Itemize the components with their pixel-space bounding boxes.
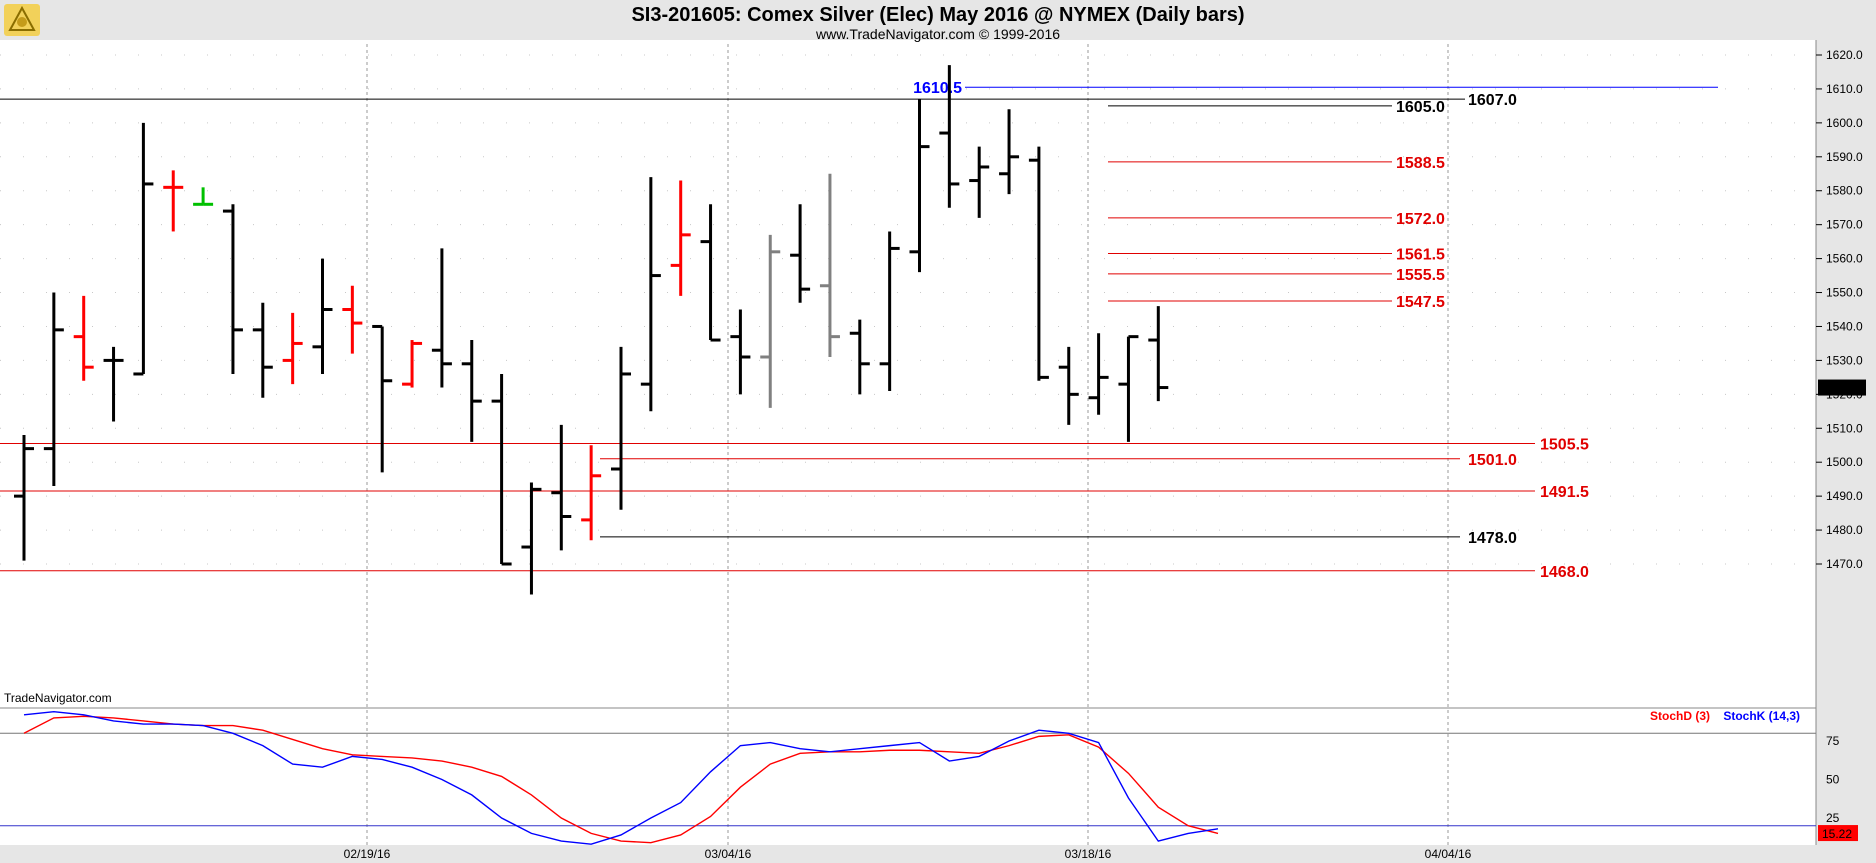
ohlc-bar xyxy=(790,204,811,303)
level-label: 1572.0 xyxy=(1396,211,1445,228)
ohlc-bar xyxy=(909,99,930,273)
legend-stochk: StochK (14,3) xyxy=(1723,709,1800,723)
price-tick-label: 1530.0 xyxy=(1826,353,1863,367)
ohlc-bar xyxy=(372,324,393,473)
ohlc-bar xyxy=(461,340,482,442)
price-panel-background xyxy=(0,44,1816,708)
ohlc-bar xyxy=(551,424,572,551)
chart-subtitle: www.TradeNavigator.com © 1999-2016 xyxy=(815,26,1060,42)
last-price-label: 1522.0 xyxy=(1822,382,1859,396)
ohlc-bar xyxy=(1088,333,1109,415)
price-tick-label: 1500.0 xyxy=(1826,455,1863,469)
level-label: 1505.5 xyxy=(1540,437,1589,454)
ohlc-bar xyxy=(133,122,154,376)
ohlc-bar xyxy=(640,177,661,412)
ohlc-bar xyxy=(611,346,631,510)
watermark-text: TradeNavigator.com xyxy=(4,691,112,705)
price-tick-label: 1590.0 xyxy=(1826,150,1863,164)
level-label: 1547.5 xyxy=(1396,294,1445,311)
level-label: 1605.0 xyxy=(1396,99,1445,116)
stoch-series-line xyxy=(23,711,1219,845)
ohlc-bar xyxy=(879,231,900,391)
legend-stochd: StochD (3) xyxy=(1650,709,1710,723)
last-price-box xyxy=(1818,379,1866,396)
ohlc-bar xyxy=(819,173,840,358)
level-label: 1491.5 xyxy=(1540,484,1589,501)
price-tick-label: 1560.0 xyxy=(1826,252,1863,266)
ohlc-bar xyxy=(73,295,94,381)
ohlc-bar xyxy=(969,146,990,218)
price-tick-label: 1480.0 xyxy=(1826,523,1863,537)
ohlc-bar xyxy=(999,109,1020,195)
ohlc-bar xyxy=(43,292,64,486)
stoch-last-label: 15.22 xyxy=(1822,827,1852,841)
ohlc-bar xyxy=(581,445,602,541)
grid-lines xyxy=(0,44,1816,845)
right-axis-strip xyxy=(1816,40,1876,847)
date-tick-label: 03/18/16 xyxy=(1065,847,1112,861)
ohlc-bar xyxy=(103,346,124,422)
ohlc-bar xyxy=(193,187,214,206)
price-tick-label: 1580.0 xyxy=(1826,184,1863,198)
ohlc-bar xyxy=(730,309,751,395)
ohlc-bars xyxy=(14,65,1169,595)
level-label: 1607.0 xyxy=(1468,92,1517,109)
ohlc-bar xyxy=(849,319,870,395)
level-label: 1478.0 xyxy=(1468,530,1517,547)
ohlc-bar xyxy=(282,312,303,385)
price-tick-label: 1610.0 xyxy=(1826,82,1863,96)
ohlc-bar xyxy=(222,204,243,374)
ohlc-bar xyxy=(1118,335,1139,442)
ohlc-bar xyxy=(670,180,691,296)
ohlc-bar xyxy=(252,302,273,398)
price-tick-label: 1540.0 xyxy=(1826,319,1863,333)
level-label: 1610.5 xyxy=(913,80,962,97)
date-tick-label: 03/04/16 xyxy=(705,847,752,861)
bottom-axis-strip xyxy=(0,845,1876,863)
ohlc-bar xyxy=(521,482,542,595)
price-axis: 1620.0 1610.0 1600.0 1590.0 1580.0 1570.0 1560… xyxy=(1816,48,1866,571)
sextant-logo-icon xyxy=(4,4,40,36)
ohlc-bar xyxy=(342,285,363,354)
stoch-tick-label: 75 xyxy=(1826,734,1840,748)
level-lines: 1610.5 1607.0 1605.0 1588.5 1572.0 1561.5 1555… xyxy=(0,80,1718,581)
ohlc-bar xyxy=(402,340,423,388)
price-tick-label: 1470.0 xyxy=(1826,557,1863,571)
price-tick-label: 1600.0 xyxy=(1826,116,1863,130)
ohlc-bar xyxy=(760,234,781,408)
price-tick-label: 1490.0 xyxy=(1826,489,1863,503)
level-label: 1555.5 xyxy=(1396,267,1445,284)
price-tick-label: 1570.0 xyxy=(1826,218,1863,232)
ohlc-bar xyxy=(939,65,960,208)
price-tick-label: 1550.0 xyxy=(1826,286,1863,300)
ohlc-bar xyxy=(312,258,333,374)
level-label: 1468.0 xyxy=(1540,564,1589,581)
date-axis: 02/19/16 03/04/16 03/18/16 04/04/16 xyxy=(344,847,1472,861)
ohlc-bar xyxy=(491,373,512,566)
date-tick-label: 02/19/16 xyxy=(344,847,391,861)
title-band xyxy=(0,0,1876,40)
ohlc-bar xyxy=(1058,346,1079,425)
ohlc-bar xyxy=(14,435,34,561)
level-label: 1561.5 xyxy=(1396,247,1445,264)
level-label: 1501.0 xyxy=(1468,452,1517,469)
level-label: 1588.5 xyxy=(1396,155,1445,172)
stoch-series-line xyxy=(23,715,1219,844)
ohlc-bar xyxy=(431,248,452,388)
stoch-tick-label: 50 xyxy=(1826,773,1840,787)
ohlc-bar xyxy=(700,204,721,342)
stoch-last-box xyxy=(1818,825,1858,842)
price-tick-label: 1620.0 xyxy=(1826,48,1863,62)
stoch-tick-label: 25 xyxy=(1826,811,1840,825)
stochastic-panel: StochD (3) StochK (14,3) 75 50 25 15.22 xyxy=(23,709,1858,845)
price-tick-label: 1510.0 xyxy=(1826,421,1863,435)
chart-title: SI3-201605: Comex Silver (Elec) May 2016… xyxy=(631,4,1244,26)
ohlc-bar xyxy=(163,170,184,232)
ohlc-bar xyxy=(1028,146,1049,381)
ohlc-bar xyxy=(1148,306,1169,402)
date-tick-label: 04/04/16 xyxy=(1425,847,1472,861)
